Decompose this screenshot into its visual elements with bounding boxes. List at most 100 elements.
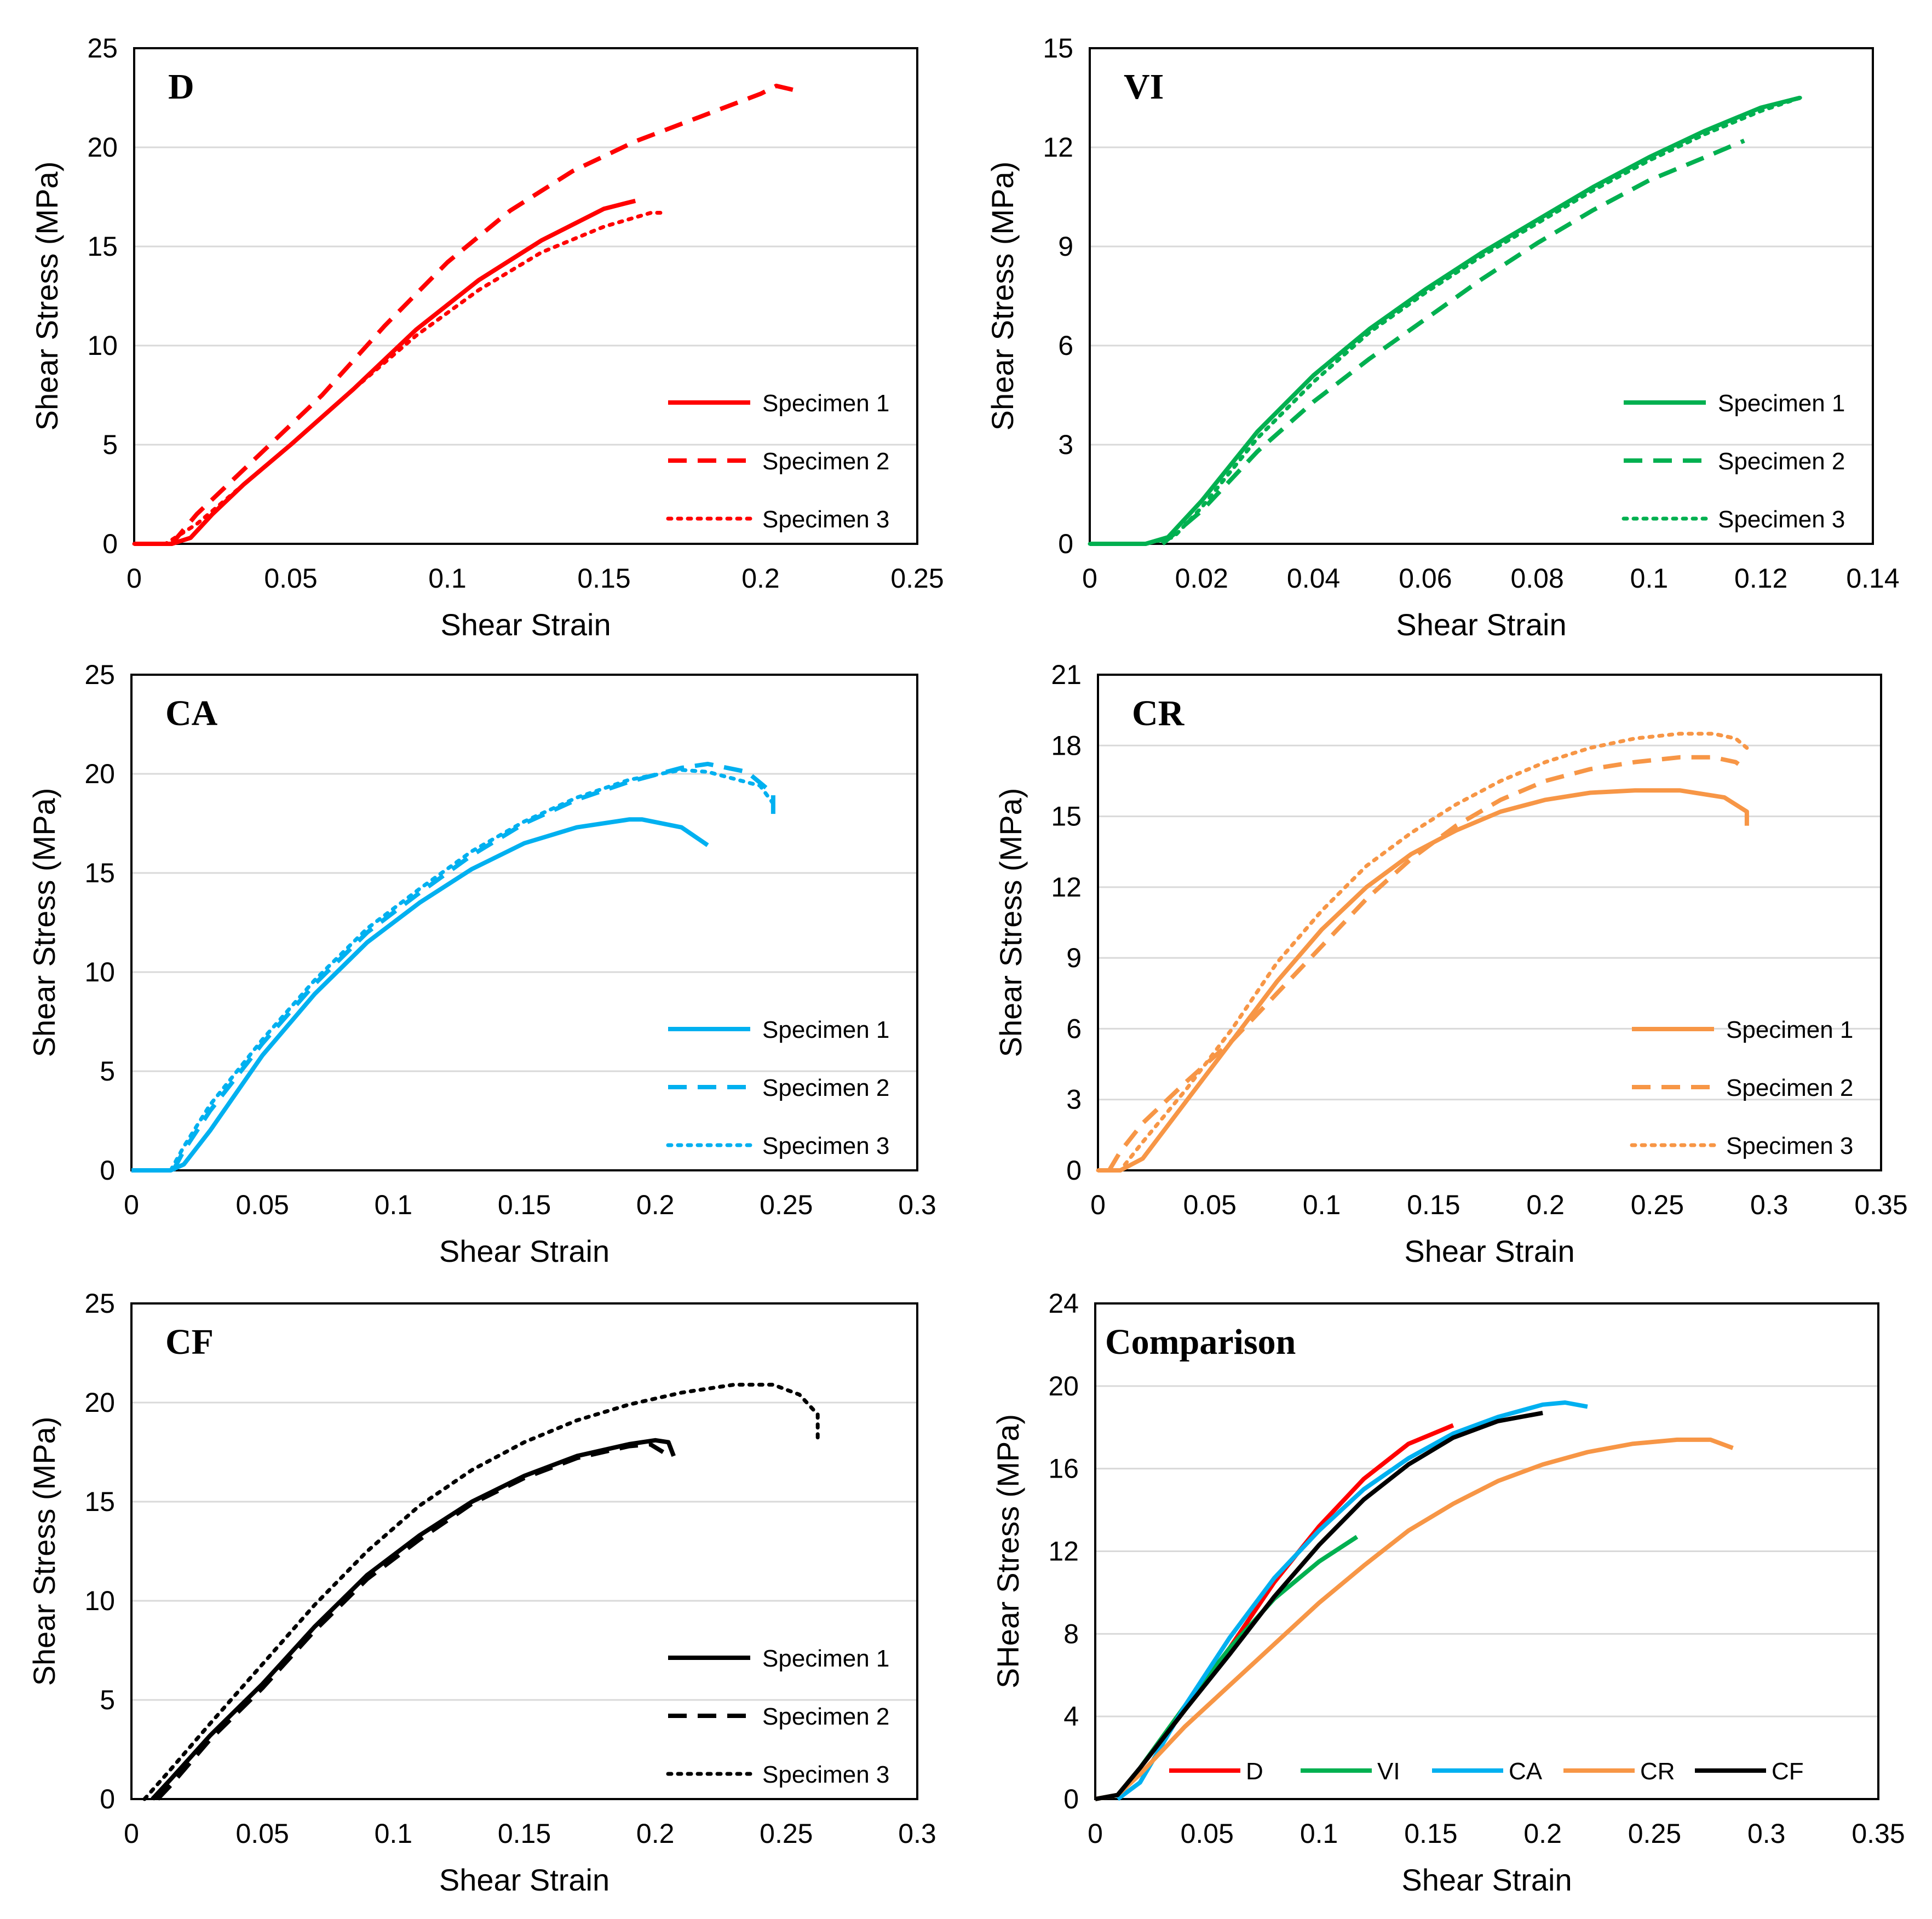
series-line-specimen-2	[156, 1442, 665, 1801]
series-line-specimen-3	[1088, 96, 1802, 546]
y-tick-label: 0	[100, 1784, 115, 1814]
plot-frame	[130, 674, 918, 1171]
series-line-specimen-1	[1098, 788, 1749, 1173]
x-tick-label: 0	[1082, 563, 1097, 594]
y-axis-title: Shear Stress (MPa)	[985, 162, 1020, 431]
x-axis-title: Shear Strain	[440, 607, 611, 642]
chart-panel-vi: 0 3 6 9 12 15 0 0.02 0.04 0.06 0.08 0.1 0.12 0.14 Shea…	[985, 33, 1900, 642]
y-tick-label: 0	[1058, 528, 1073, 559]
series-line-specimen-2	[1107, 755, 1744, 1172]
x-axis-title: Shear Strain	[1401, 1863, 1572, 1897]
x-tick-label: 0.15	[577, 563, 630, 594]
y-tick-label: 15	[84, 1486, 115, 1517]
x-tick-label: 0.14	[1846, 563, 1899, 594]
series-line-specimen-2	[1161, 139, 1745, 546]
y-axis-title: Shear Stress (MPa)	[30, 162, 64, 431]
series-line-specimen-3	[142, 1382, 820, 1801]
legend-label: CA	[1509, 1758, 1543, 1785]
y-axis-title: Shear Stress (MPa)	[993, 788, 1028, 1058]
x-tick-label: 0.15	[1407, 1190, 1460, 1220]
x-tick-label: 0.12	[1734, 563, 1787, 594]
y-tick-label: 0	[1063, 1784, 1079, 1814]
panel-label: CR	[1132, 693, 1185, 733]
legend-label: CR	[1640, 1758, 1675, 1785]
y-tick-label: 15	[84, 858, 115, 888]
panel-label: VI	[1124, 67, 1164, 107]
x-tick-label: 0.2	[1526, 1190, 1565, 1220]
series-line-specimen-1	[134, 198, 636, 546]
x-tick-label: 0.25	[1631, 1190, 1684, 1220]
chart-panel-cr: 0 3 6 9 12 15 18 21 0 0.05 0.1 0.15 0.2 0.25 0.3 0.35 Sh…	[993, 659, 1908, 1268]
y-tick-label: 12	[1043, 132, 1073, 163]
y-tick-label: 8	[1063, 1618, 1079, 1649]
y-tick-label: 5	[100, 1056, 115, 1087]
x-axis-title: Shear Strain	[439, 1863, 610, 1897]
y-tick-label: 9	[1066, 943, 1082, 973]
series-line-specimen-2	[170, 83, 802, 545]
y-tick-label: 3	[1058, 429, 1073, 460]
panel-label: CF	[165, 1322, 214, 1362]
legend-label: Specimen 2	[762, 1703, 889, 1730]
chart-panel-d: 0 5 10 15 20 25 0 0.05 0.1 0.15 0.2 0.25 Shear Strai…	[30, 33, 944, 642]
plot-frame	[1094, 1302, 1879, 1800]
series-line-specimen-1	[131, 817, 709, 1173]
x-tick-label: 0.05	[1181, 1818, 1234, 1849]
legend-label: Specimen 2	[762, 1075, 889, 1101]
y-tick-label: 15	[1051, 801, 1082, 832]
legend-label: Specimen 1	[1718, 390, 1845, 417]
y-tick-label: 21	[1051, 659, 1082, 690]
x-tick-label: 0.02	[1175, 563, 1228, 594]
x-tick-label: 0.05	[264, 563, 317, 594]
y-tick-label: 0	[100, 1155, 115, 1186]
legend-label: Specimen 2	[762, 448, 889, 475]
chart-panel-comparison: 0 4 8 12 16 20 24 0 0.05 0.1 0.15 0.2 0.25 0.3 0.35 She…	[991, 1288, 1905, 1897]
x-tick-label: 0.15	[498, 1818, 551, 1849]
x-tick-label: 0.3	[898, 1818, 936, 1849]
legend-label: Specimen 3	[762, 1761, 889, 1788]
y-tick-label: 4	[1063, 1701, 1079, 1732]
series-line-specimen-1	[151, 1438, 676, 1801]
legend: D VI CA CR CF	[1169, 1758, 1804, 1785]
legend-label: Specimen 1	[762, 390, 889, 417]
x-tick-label: 0.25	[760, 1818, 813, 1849]
x-tick-label: 0.25	[890, 563, 944, 594]
y-tick-label: 15	[87, 231, 118, 262]
x-tick-label: 0.15	[1404, 1818, 1457, 1849]
series-line-specimen-1	[1090, 95, 1801, 546]
y-axis-title: Shear Stress (MPa)	[27, 1417, 61, 1686]
y-tick-label: 20	[87, 132, 118, 163]
x-axis-title: Shear Strain	[1404, 1234, 1574, 1268]
x-axis-title: Shear Strain	[1396, 607, 1566, 642]
legend-label: Specimen 1	[762, 1016, 889, 1043]
plot-frame	[133, 47, 918, 545]
y-tick-label: 25	[84, 1288, 115, 1319]
plot-frame	[1097, 674, 1882, 1171]
legend-label: Specimen 2	[1726, 1075, 1853, 1101]
y-tick-label: 12	[1051, 872, 1082, 903]
x-tick-label: 0.1	[1303, 1190, 1341, 1220]
x-tick-label: 0.3	[1750, 1190, 1789, 1220]
x-tick-label: 0.1	[375, 1818, 413, 1849]
series-line-specimen-2	[171, 761, 775, 1171]
x-tick-label: 0.15	[498, 1190, 551, 1220]
x-tick-label: 0.1	[428, 563, 467, 594]
x-tick-label: 0	[127, 563, 142, 594]
series-line-specimen-3	[169, 768, 775, 1173]
y-tick-label: 15	[1043, 33, 1073, 64]
x-tick-label: 0.06	[1399, 563, 1452, 594]
y-tick-label: 12	[1048, 1536, 1079, 1567]
legend-label: Specimen 1	[762, 1645, 889, 1672]
legend-label: CF	[1772, 1758, 1804, 1785]
y-tick-label: 10	[84, 957, 115, 987]
y-tick-label: 6	[1058, 330, 1073, 361]
x-tick-label: 0	[124, 1818, 139, 1849]
y-tick-label: 25	[87, 33, 118, 64]
legend-label: VI	[1377, 1758, 1400, 1785]
x-tick-label: 0.25	[1628, 1818, 1681, 1849]
x-tick-label: 0.2	[636, 1190, 675, 1220]
x-tick-label: 0.05	[236, 1818, 289, 1849]
plot-frame	[1089, 47, 1874, 545]
y-tick-label: 10	[84, 1585, 115, 1616]
legend-label: Specimen 1	[1726, 1016, 1853, 1043]
